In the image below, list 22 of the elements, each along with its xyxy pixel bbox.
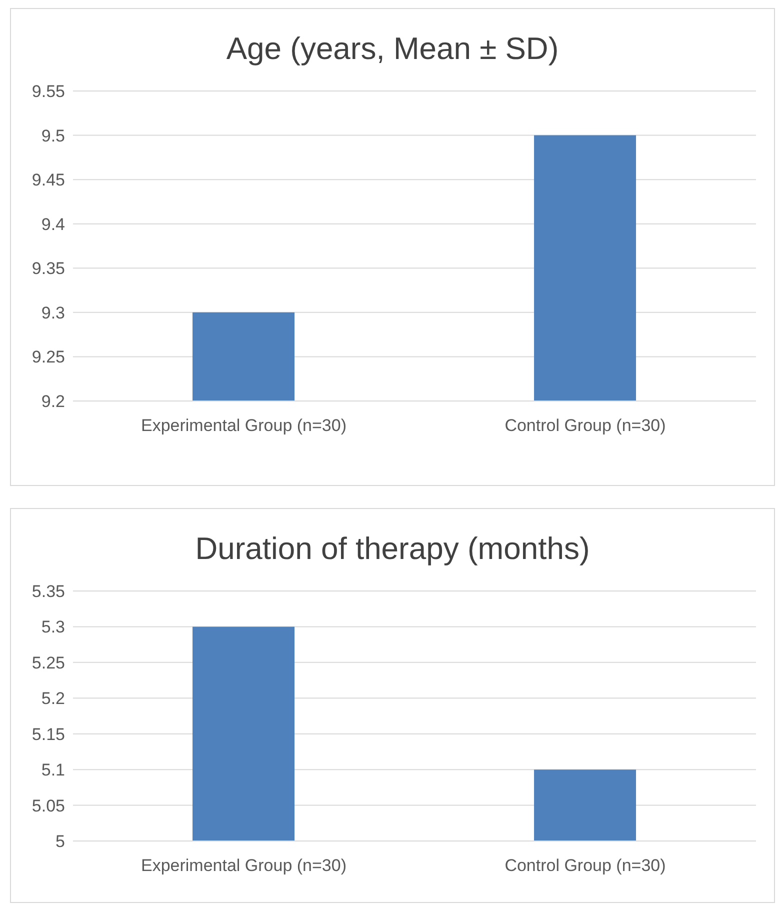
y-tick-label: 5.3 bbox=[41, 618, 65, 637]
y-tick-label: 9.45 bbox=[32, 170, 65, 190]
y-tick-label: 9.2 bbox=[41, 392, 65, 412]
y-tick-label: 5.25 bbox=[32, 653, 65, 672]
y-tick-label: 5.05 bbox=[32, 796, 65, 816]
y-tick-label: 9.3 bbox=[41, 303, 65, 322]
y-tick-label: 5.2 bbox=[41, 689, 65, 708]
y-tick-label: 5.1 bbox=[41, 760, 65, 780]
y-tick-label: 5.35 bbox=[32, 582, 65, 602]
y-tick-label: 5.15 bbox=[32, 724, 65, 744]
x-tick-label: Control Group (n=30) bbox=[504, 416, 666, 436]
y-tick-label: 9.4 bbox=[41, 214, 65, 234]
x-tick-label: Experimental Group (n=30) bbox=[140, 856, 347, 876]
y-tick-label: 9.5 bbox=[41, 126, 65, 146]
y-tick-label: 9.35 bbox=[32, 259, 65, 278]
chart-title: Duration of therapy (months) bbox=[194, 530, 591, 568]
x-tick-label: Experimental Group (n=30) bbox=[140, 416, 347, 436]
y-tick-label: 9.55 bbox=[32, 82, 65, 102]
chart-title: Age (years, Mean ± SD) bbox=[225, 30, 560, 68]
y-tick-label: 5 bbox=[56, 832, 65, 852]
y-tick-label: 9.25 bbox=[32, 348, 65, 367]
x-tick-label: Control Group (n=30) bbox=[504, 856, 666, 876]
